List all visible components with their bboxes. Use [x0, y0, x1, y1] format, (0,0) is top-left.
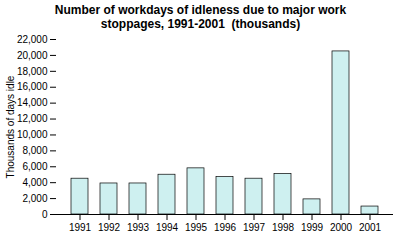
svg-text:2001: 2001: [359, 222, 382, 233]
svg-text:2000: 2000: [330, 222, 353, 233]
svg-text:22,000: 22,000: [17, 34, 48, 45]
svg-text:Thousands of days idle: Thousands of days idle: [5, 75, 16, 178]
svg-text:16,000: 16,000: [17, 81, 48, 92]
svg-text:1994: 1994: [156, 222, 179, 233]
svg-text:4,000: 4,000: [22, 177, 47, 188]
svg-text:1998: 1998: [272, 222, 295, 233]
svg-text:1993: 1993: [127, 222, 150, 233]
svg-text:12,000: 12,000: [17, 113, 48, 124]
svg-text:1996: 1996: [214, 222, 237, 233]
svg-text:1997: 1997: [243, 222, 266, 233]
svg-text:1999: 1999: [301, 222, 324, 233]
svg-text:10,000: 10,000: [17, 129, 48, 140]
html-text:Number of workdays of idleness: Number of workdays of idleness due to ma…: [54, 3, 347, 31]
svg-text:14,000: 14,000: [17, 97, 48, 108]
svg-text:2,000: 2,000: [22, 193, 47, 204]
svg-text:18,000: 18,000: [17, 66, 48, 77]
svg-text:1995: 1995: [185, 222, 208, 233]
svg-text:1992: 1992: [98, 222, 121, 233]
svg-text:0: 0: [42, 209, 48, 220]
svg-text:20,000: 20,000: [17, 50, 48, 61]
svg-text:1991: 1991: [69, 222, 92, 233]
svg-text:8,000: 8,000: [22, 145, 47, 156]
svg-text:6,000: 6,000: [22, 161, 47, 172]
